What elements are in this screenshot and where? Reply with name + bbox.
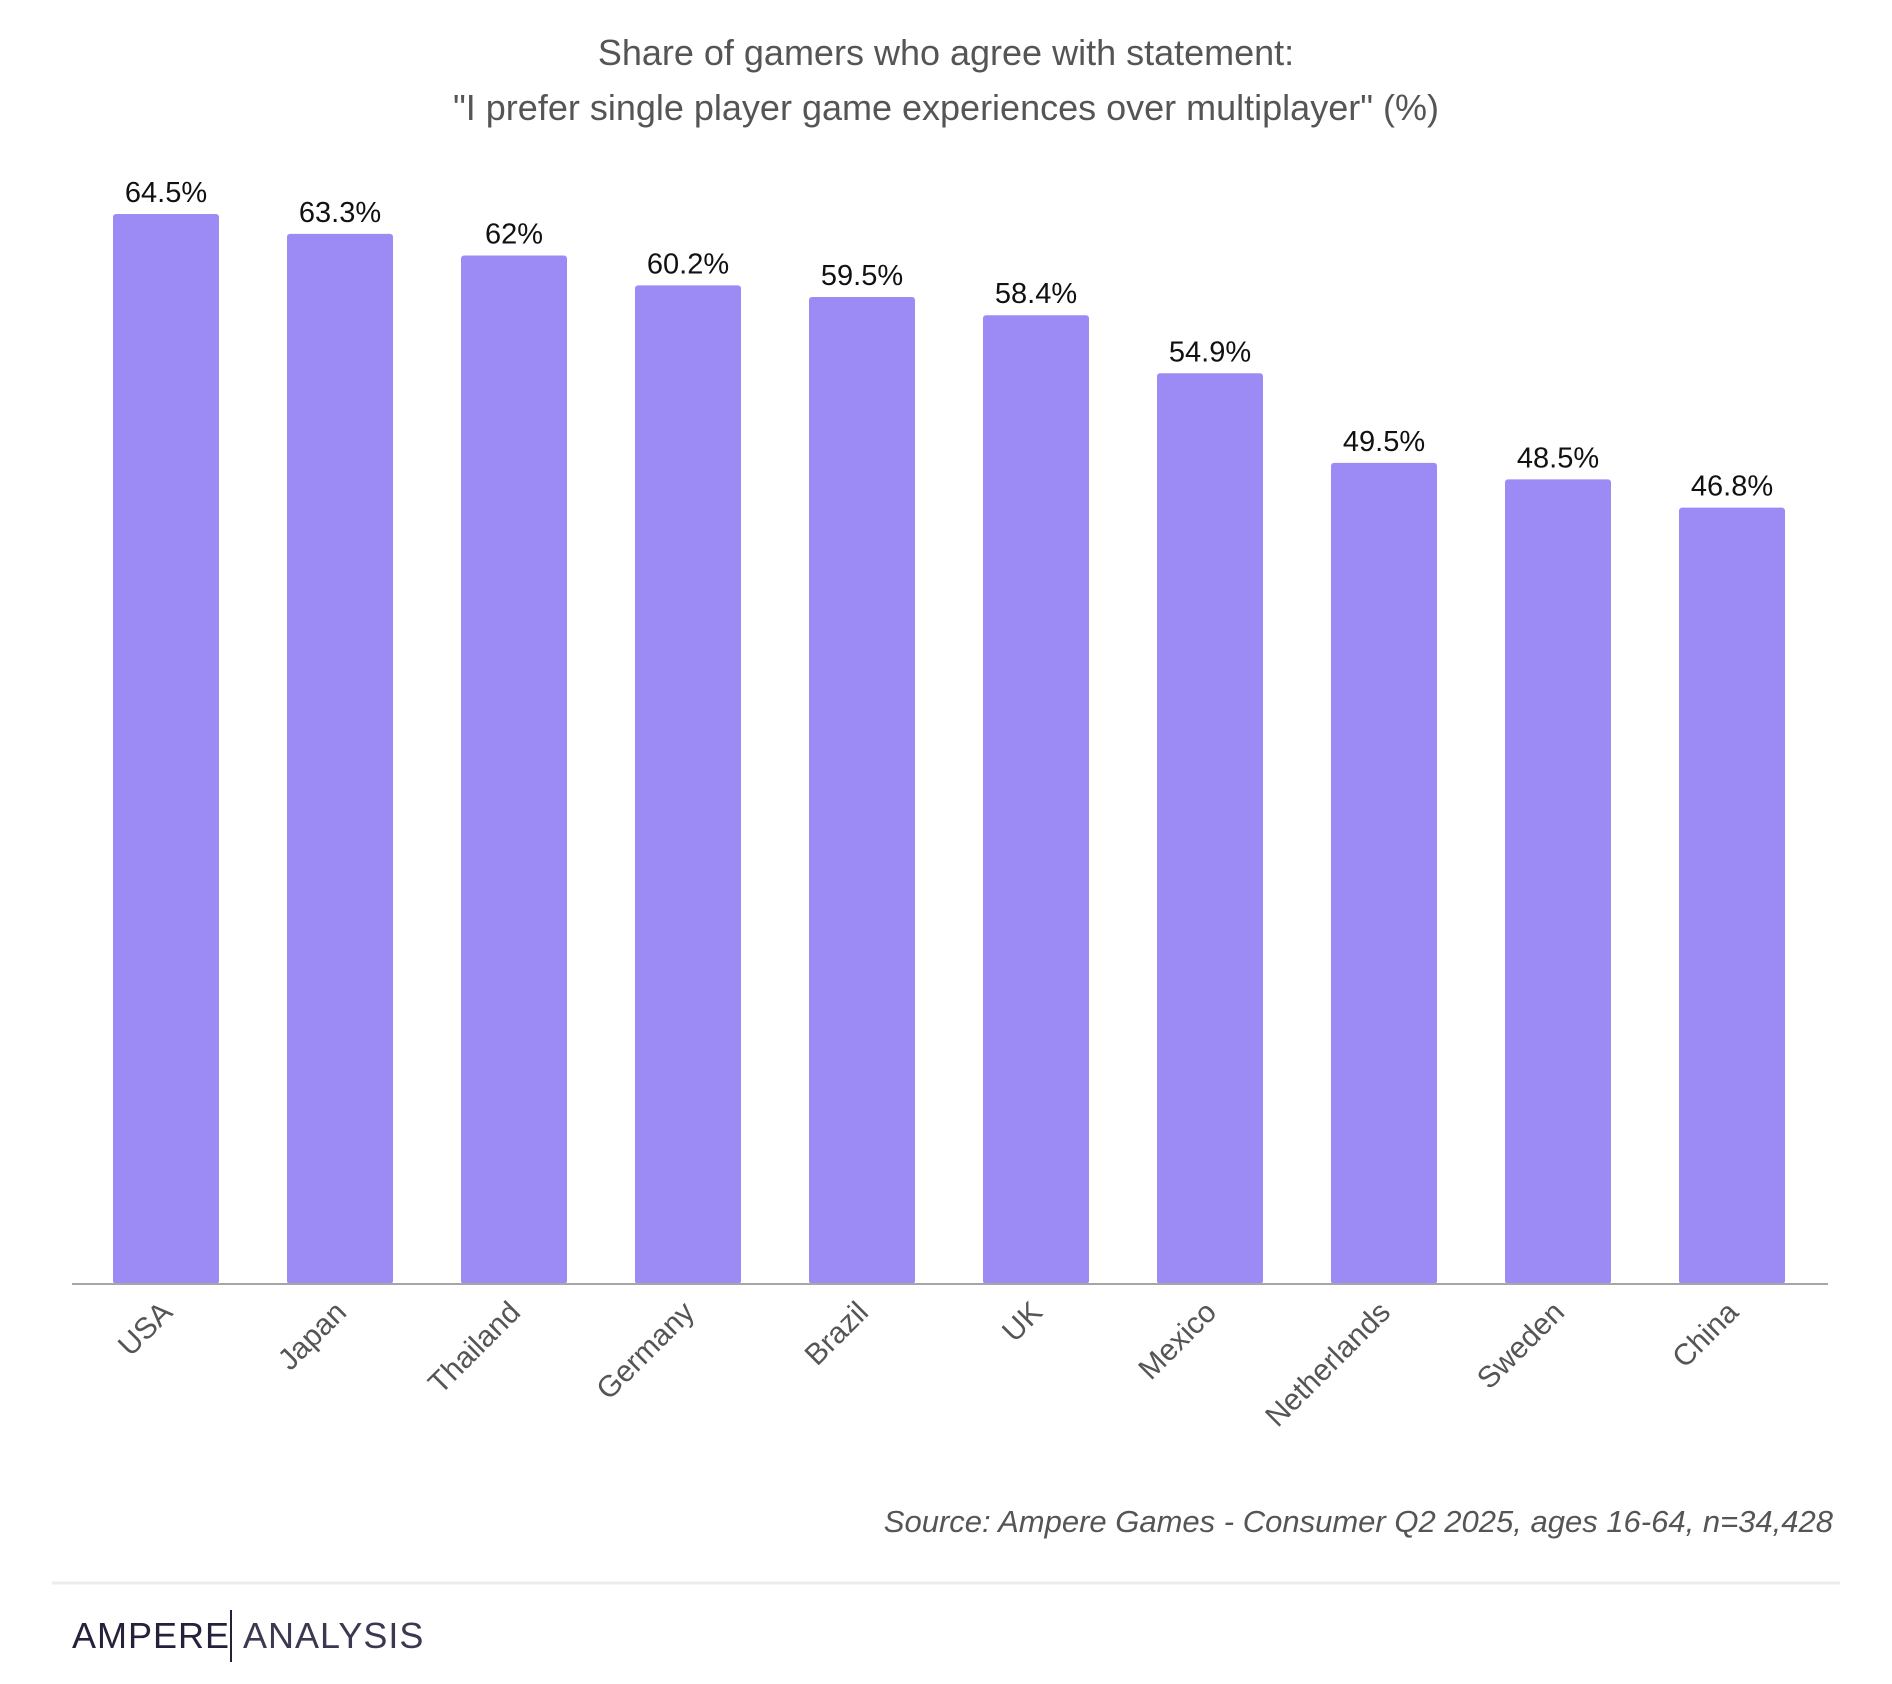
value-label-china: 46.8%	[1691, 471, 1773, 503]
tick-label-netherlands: Netherlands	[1259, 1296, 1397, 1434]
tick-label-germany: Germany	[590, 1296, 701, 1407]
bar-japan	[287, 233, 393, 1284]
bar-brazil	[809, 296, 915, 1284]
chart-title-line-2: "I prefer single player game experiences…	[453, 87, 1439, 128]
bar-mexico	[1157, 373, 1263, 1284]
category-labels: USA Japan Thailand Germany Brazil UK Mexico Net…	[112, 1295, 1745, 1433]
source-note: Source: Ampere Games - Consumer Q2 2025,…	[884, 1504, 1834, 1539]
bar-usa	[113, 214, 219, 1284]
bar-china	[1679, 507, 1785, 1284]
value-label-thailand: 62%	[485, 218, 543, 250]
tick-label-brazil: Brazil	[799, 1296, 875, 1372]
ampere-analysis-logo: AMPERE ANALYSIS	[72, 1610, 424, 1662]
bar-netherlands	[1331, 462, 1437, 1284]
bar-uk	[983, 315, 1089, 1284]
value-label-sweden: 48.5%	[1517, 442, 1599, 474]
value-label-usa: 64.5%	[125, 177, 207, 209]
tick-label-uk: UK	[996, 1296, 1049, 1349]
tick-label-mexico: Mexico	[1132, 1296, 1223, 1387]
bar-thailand	[461, 255, 567, 1284]
value-labels: 64.5% 63.3% 62% 60.2% 59.5% 58.4% 54.9% 49.5% 48…	[125, 177, 1773, 503]
value-label-mexico: 54.9%	[1169, 336, 1251, 368]
logo-primary-text: AMPERE	[72, 1615, 230, 1656]
tick-label-japan: Japan	[272, 1296, 353, 1377]
tick-label-china: China	[1666, 1295, 1745, 1374]
value-label-brazil: 59.5%	[821, 260, 903, 292]
value-label-japan: 63.3%	[299, 197, 381, 229]
bar-sweden	[1505, 479, 1611, 1284]
logo-secondary-text: ANALYSIS	[243, 1615, 424, 1656]
tick-label-usa: USA	[112, 1296, 179, 1363]
chart-title-line-1: Share of gamers who agree with statement…	[598, 32, 1294, 73]
bar-germany	[635, 285, 741, 1284]
value-label-germany: 60.2%	[647, 248, 729, 280]
value-label-uk: 58.4%	[995, 278, 1077, 310]
tick-label-sweden: Sweden	[1471, 1296, 1571, 1396]
value-label-netherlands: 49.5%	[1343, 426, 1425, 458]
bar-series	[113, 214, 1785, 1284]
tick-label-thailand: Thailand	[422, 1296, 527, 1401]
